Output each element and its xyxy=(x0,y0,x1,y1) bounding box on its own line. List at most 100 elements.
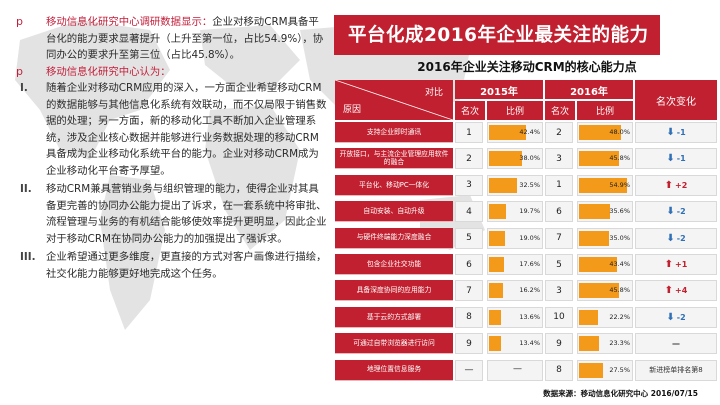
ratio-bar xyxy=(579,257,617,272)
change-label: 名次变化 xyxy=(656,97,696,108)
ratio-bar xyxy=(489,309,501,325)
ratio-bar xyxy=(489,177,517,193)
ratio-label: 比例 xyxy=(505,107,524,117)
change-value: -2 xyxy=(676,233,686,243)
rank-change: ⬆ +4 xyxy=(635,280,717,302)
ratio-bar xyxy=(489,204,506,220)
ratio-2015: 19.0% xyxy=(487,227,543,249)
ratio-2016: 48.0% xyxy=(577,122,633,143)
rank-change: ⬇ -2 xyxy=(635,227,717,249)
ratio-value: 38.0% xyxy=(519,154,540,163)
rank-change: — xyxy=(635,333,717,355)
change-value: -1 xyxy=(676,128,686,137)
ratio-bar xyxy=(579,336,599,352)
rank-change: ⬆ +1 xyxy=(635,254,717,275)
rank-2015: 4 xyxy=(455,201,483,223)
ratio-value: 42.4% xyxy=(519,128,540,136)
rank-2016: 1 xyxy=(545,174,573,196)
table-row: 地理位置信息服务 — —8 27.5% 新进榜单排名第8 xyxy=(335,359,717,381)
arrow-up-icon: ⬆ xyxy=(664,259,674,270)
change-value: -2 xyxy=(676,207,686,217)
arrow-down-icon: ⬇ xyxy=(666,127,675,138)
rank-2015: 2 xyxy=(455,148,483,170)
header-compare: 对比 xyxy=(424,88,443,98)
ratio-2016: 35.0% xyxy=(577,227,633,249)
title-band: 平台化成2016年企业最关注的能力 xyxy=(334,15,720,55)
ratio-value: 13.4% xyxy=(519,339,540,348)
arrow-up-icon: ⬆ xyxy=(664,179,674,191)
ratio-2015: 42.4% xyxy=(487,122,543,143)
rank-2015: 3 xyxy=(455,174,483,196)
arrow-down-icon: ⬇ xyxy=(666,153,675,165)
bullet-marker: p xyxy=(16,64,23,78)
capability-name: 开放接口，与主流企业管理应用软件的融合 xyxy=(335,148,453,170)
ratio-2015: 19.7% xyxy=(487,201,543,223)
ratio-bar xyxy=(579,362,603,378)
capability-name: 支持企业即时通讯 xyxy=(335,122,453,143)
slide-title: 平台化成2016年企业最关注的能力 xyxy=(348,25,649,46)
change-value: +4 xyxy=(675,286,688,296)
change-value: -1 xyxy=(676,154,686,164)
ratio-value: 32.5% xyxy=(519,180,540,189)
rank-2015: 9 xyxy=(455,333,483,355)
ratio-2015: 17.6% xyxy=(487,254,543,275)
header-year-2015: 2015年 xyxy=(455,80,543,99)
point-item: III. 企业希望通过更多维度，更直接的方式对客户画像进行描绘，社交化能力能够更… xyxy=(4,249,328,282)
year-2016-label: 2016年 xyxy=(570,87,608,98)
ratio-value: 45.8% xyxy=(609,154,630,163)
survey-lead: 移动信息化研究中心调研数据显示： xyxy=(46,16,213,28)
ratio-bar xyxy=(489,151,522,167)
ratio-value: 23.3% xyxy=(609,339,630,348)
rank-2016: 10 xyxy=(545,306,573,328)
ratio-2015: 16.2% xyxy=(487,280,543,302)
capability-name: 具备深度协同的应用能力 xyxy=(335,280,453,302)
new-entry-note: 新进榜单排名第8 xyxy=(649,365,703,374)
year-2015-label: 2015年 xyxy=(480,87,518,98)
ratio-bar xyxy=(489,230,505,246)
left-text-column: p 移动信息化研究中心调研数据显示：企业对移动CRM具备平台化的能力要求显著提升… xyxy=(4,14,328,284)
arrow-down-icon: ⬇ xyxy=(666,232,675,244)
ratio-2015: 38.0% xyxy=(487,148,543,170)
rank-2016: 9 xyxy=(545,333,573,355)
ratio-bar xyxy=(579,230,609,246)
rank-2015: 7 xyxy=(455,280,483,302)
rank-2015: 8 xyxy=(455,306,483,328)
rank-change: ⬇ -2 xyxy=(635,306,717,328)
header-rank-2016: 名次 xyxy=(545,101,575,120)
ratio-2016: 54.9% xyxy=(577,174,633,196)
table-row: 支持企业即时通讯 1 42.4% 2 48.0% ⬇ -1 xyxy=(335,122,717,143)
capability-name: 可通过自带浏览器进行访问 xyxy=(335,333,453,355)
title-accent xyxy=(657,15,720,55)
ratio-2016: 23.3% xyxy=(577,333,633,355)
capability-name: 基于云的方式部署 xyxy=(335,306,453,328)
point-number: III. xyxy=(20,251,36,263)
table-row: 基于云的方式部署 8 13.6% 10 22.2% ⬇ -2 xyxy=(335,306,717,328)
ratio-bar xyxy=(579,177,627,193)
ratio-2016: 45.8% xyxy=(577,280,633,302)
rank-label: 名次 xyxy=(460,107,479,117)
change-value: +1 xyxy=(675,260,688,269)
ratio-value: — xyxy=(513,363,522,374)
point-text: 企业希望通过更多维度，更直接的方式对客户画像进行描绘，社交化能力能够更好地完成这… xyxy=(46,251,327,280)
ratio-value: 13.6% xyxy=(519,312,540,321)
ratio-value: 22.2% xyxy=(609,312,630,321)
ratio-bar xyxy=(489,283,503,299)
rank-2016: 8 xyxy=(545,359,573,381)
header-ratio-2016: 比例 xyxy=(577,101,633,120)
rank-change: ⬆ +2 xyxy=(635,174,717,196)
ratio-bar xyxy=(579,151,619,167)
header-change: 名次变化 xyxy=(635,80,717,120)
rank-2015: 5 xyxy=(455,227,483,249)
ratio-value: 35.6% xyxy=(609,207,630,216)
point-number: I. xyxy=(20,82,28,94)
ratio-2016: 43.4% xyxy=(577,254,633,275)
table-row: 开放接口，与主流企业管理应用软件的融合 2 38.0% 3 45.8% ⬇ -1 xyxy=(335,148,717,170)
capability-name: 平台化、移动PC一体化 xyxy=(335,174,453,196)
change-value: — xyxy=(672,339,680,349)
ratio-value: 45.8% xyxy=(609,286,630,295)
rank-change: ⬇ -1 xyxy=(635,148,717,170)
survey-paragraph: p 移动信息化研究中心调研数据显示：企业对移动CRM具备平台化的能力要求显著提升… xyxy=(4,14,328,64)
header-year-2016: 2016年 xyxy=(545,80,633,99)
survey-text: 企业对移动CRM具备平台化的能力要求显著提升（上升至第一位，占比54.9%），协… xyxy=(46,16,324,61)
